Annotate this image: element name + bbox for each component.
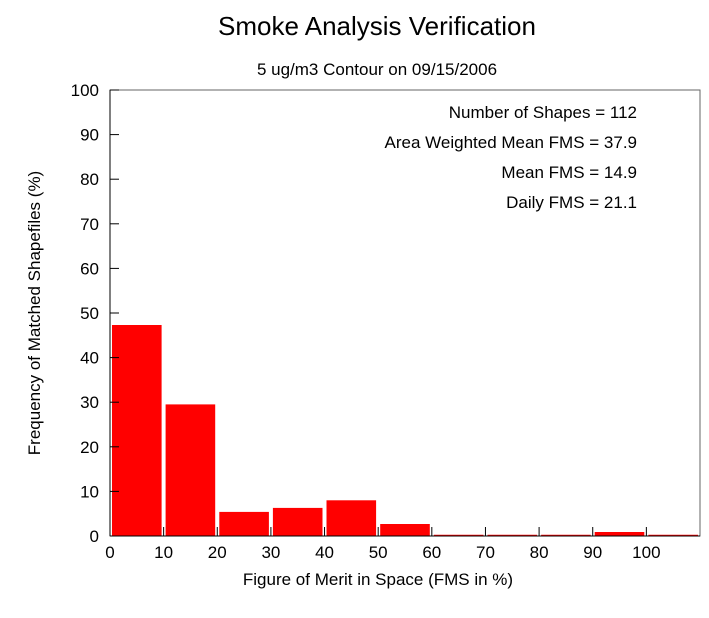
y-tick-label: 70: [80, 215, 99, 234]
y-tick-label: 20: [80, 438, 99, 457]
histogram-bar: [380, 524, 430, 536]
statistic-annotation: Daily FMS = 21.1: [506, 193, 637, 212]
y-axis-label: Frequency of Matched Shapefiles (%): [25, 171, 44, 455]
y-tick-label: 30: [80, 393, 99, 412]
x-tick-label: 30: [261, 543, 280, 562]
x-tick-label: 80: [530, 543, 549, 562]
y-tick-label: 0: [90, 527, 99, 546]
y-tick-label: 40: [80, 349, 99, 368]
x-tick-label: 90: [583, 543, 602, 562]
chart-title: Smoke Analysis Verification: [218, 11, 536, 41]
x-tick-label: 40: [315, 543, 334, 562]
x-tick-label: 100: [632, 543, 660, 562]
statistic-annotation: Area Weighted Mean FMS = 37.9: [385, 133, 637, 152]
histogram-bar: [219, 511, 269, 536]
x-tick-label: 0: [105, 543, 114, 562]
statistics-annotations: Number of Shapes = 112 Area Weighted Mean…: [385, 103, 637, 212]
histogram-bar: [272, 507, 323, 536]
statistic-annotation: Number of Shapes = 112: [449, 103, 637, 122]
y-tick-label: 80: [80, 170, 99, 189]
x-tick-label: 10: [154, 543, 173, 562]
histogram-bar: [165, 404, 216, 536]
x-axis-label: Figure of Merit in Space (FMS in %): [243, 570, 513, 589]
plot-area-frame: [109, 89, 701, 537]
x-tick-label: 20: [208, 543, 227, 562]
histogram-bar: [112, 325, 162, 536]
x-tick-label: 60: [422, 543, 441, 562]
x-tick-label: 70: [476, 543, 495, 562]
histogram-bar: [594, 532, 645, 536]
histogram-bar: [326, 500, 377, 536]
y-tick-label: 10: [80, 482, 99, 501]
chart-subtitle: 5 ug/m3 Contour on 09/15/2006: [257, 60, 497, 79]
statistic-annotation: Mean FMS = 14.9: [501, 163, 637, 182]
y-tick-label: 50: [80, 304, 99, 323]
x-tick-label: 50: [369, 543, 388, 562]
y-tick-label: 100: [71, 81, 99, 100]
y-tick-label: 90: [80, 126, 99, 145]
y-tick-label: 60: [80, 259, 99, 278]
